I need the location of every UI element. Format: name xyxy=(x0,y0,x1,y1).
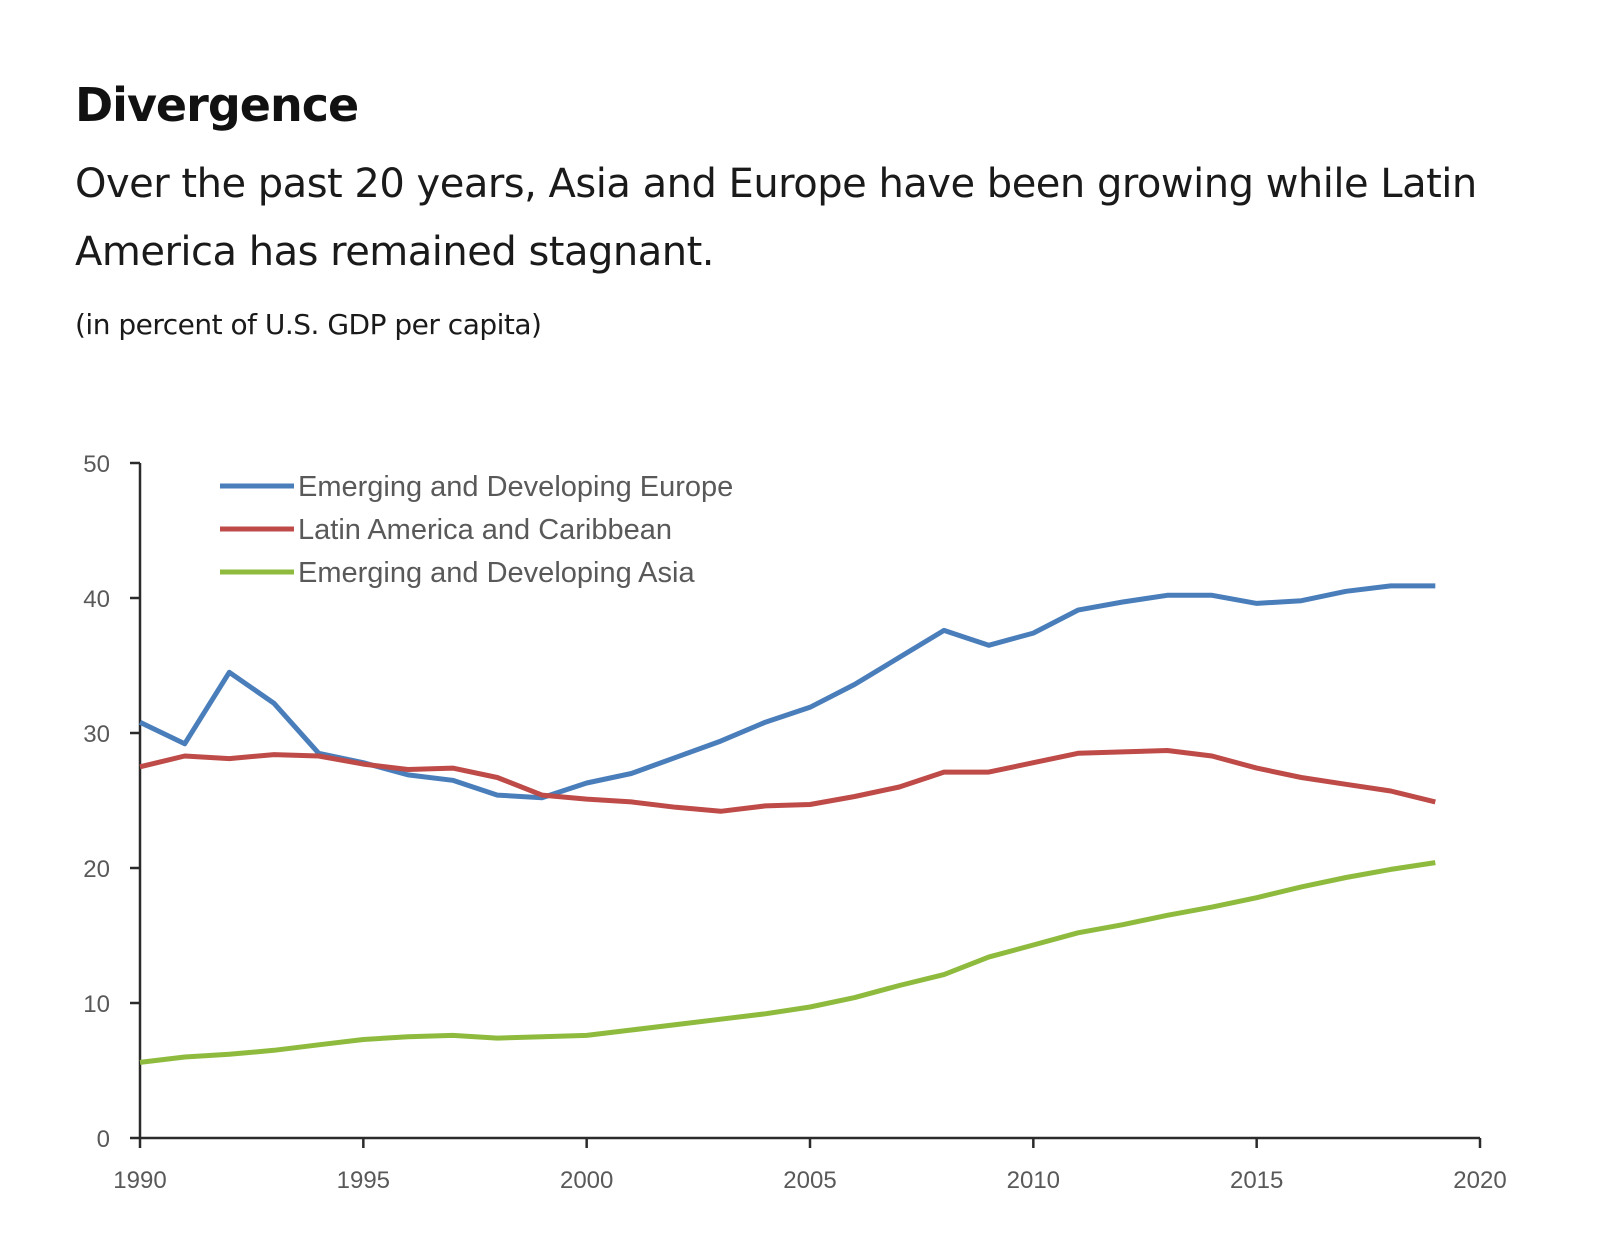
chart-subtitle: Over the past 20 years, Asia and Europe … xyxy=(75,161,1477,275)
legend-label: Emerging and Developing Europe xyxy=(298,471,733,503)
y-tick-label: 10 xyxy=(83,991,110,1018)
y-tick-label: 0 xyxy=(97,1126,110,1153)
series-line-3 xyxy=(139,860,1436,1065)
chart-title: Divergence xyxy=(75,78,359,132)
x-tick-label: 1990 xyxy=(113,1167,166,1194)
y-tick-label: 20 xyxy=(83,856,110,883)
legend-label: Emerging and Developing Asia xyxy=(298,557,695,589)
y-tick-label: 40 xyxy=(83,586,110,613)
x-tick-label: 2015 xyxy=(1230,1167,1283,1194)
series-layer xyxy=(138,583,1436,1065)
chart-unit-label: (in percent of U.S. GDP per capita) xyxy=(75,308,542,341)
series-line-2 xyxy=(139,748,1436,814)
x-tick-label: 2005 xyxy=(783,1167,836,1194)
x-tick-label: 2000 xyxy=(560,1167,613,1194)
x-tick-label: 1995 xyxy=(337,1167,390,1194)
x-tick-label: 2010 xyxy=(1007,1167,1060,1194)
legend: Emerging and Developing Europe Latin Amer… xyxy=(220,471,733,589)
axes: 0 10 20 30 40 50 1990 1995 2000 2005 2010 2015 2020 xyxy=(83,451,1506,1194)
y-tick-label: 30 xyxy=(83,721,110,748)
x-tick-label: 2020 xyxy=(1453,1167,1506,1194)
legend-label: Latin America and Caribbean xyxy=(298,514,672,546)
y-tick-label: 50 xyxy=(83,451,110,478)
